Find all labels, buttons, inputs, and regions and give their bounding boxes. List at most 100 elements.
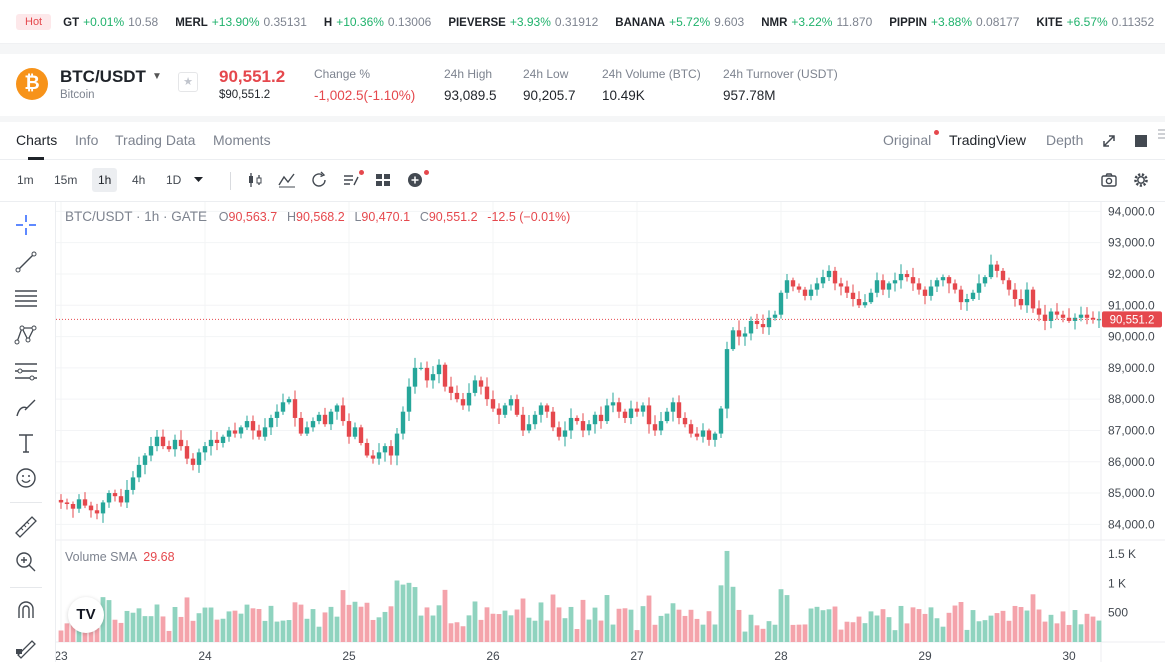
candle-body	[910, 277, 916, 284]
timeframe-4h[interactable]: 4h	[132, 173, 146, 187]
candle-body	[856, 299, 862, 306]
expand-icon[interactable]	[1101, 133, 1117, 149]
crosshair-icon[interactable]	[13, 212, 39, 238]
pattern-icon[interactable]	[13, 322, 39, 348]
hot-badge[interactable]: Hot	[16, 13, 52, 30]
layout-icon[interactable]	[1134, 134, 1148, 148]
ticker-item[interactable]: PIPPIN +3.88% 0.08177	[889, 15, 1019, 29]
indicators-icon[interactable]	[276, 169, 298, 191]
emoji-icon[interactable]	[13, 465, 39, 491]
volume-bar	[238, 613, 244, 642]
grid-layout-icon[interactable]	[372, 169, 394, 191]
candle-body	[718, 408, 724, 434]
replay-icon[interactable]	[308, 169, 330, 191]
ticker-item[interactable]: BANANA +5.72% 9.603	[615, 15, 744, 29]
tab-depth[interactable]: Depth	[1046, 132, 1084, 148]
last-price-badge	[1102, 311, 1162, 328]
ruler-icon[interactable]	[13, 514, 39, 540]
chart-area[interactable]: 84,000.0 85,000.0 86,000.0 87,000.0 88,000.0…	[54, 202, 1165, 663]
lock-drawing-icon[interactable]	[13, 634, 39, 660]
tradingview-logo[interactable]: TV	[68, 597, 104, 633]
volume-bar	[220, 618, 226, 642]
ticker-item[interactable]: MERL +13.90% 0.35131	[175, 15, 307, 29]
ticker-item[interactable]: GT +0.01% 10.58	[63, 15, 158, 29]
brush-icon[interactable]	[13, 394, 39, 420]
volume-bar	[58, 630, 64, 642]
ticker-price: 0.13006	[387, 14, 432, 29]
volume-bar	[94, 628, 100, 642]
volume-bar	[400, 584, 406, 642]
gear-icon[interactable]	[1130, 169, 1152, 191]
tab-info[interactable]: Info	[75, 132, 99, 148]
volume-bar	[334, 616, 340, 642]
candle-body	[748, 320, 754, 334]
menu-icon[interactable]	[1157, 128, 1165, 140]
price-chart[interactable]: 84,000.0 85,000.0 86,000.0 87,000.0 88,000.0…	[54, 202, 1165, 663]
templates-icon[interactable]	[340, 169, 362, 191]
candle-body	[448, 386, 454, 393]
candle-body	[178, 439, 184, 447]
volume-bar	[580, 599, 586, 642]
candle-body	[778, 292, 784, 315]
ticker-item[interactable]: PIEVERSE +3.93% 0.31912	[448, 15, 598, 29]
volume-bar	[556, 607, 562, 642]
ticker-item[interactable]: NMR +3.22% 11.870	[761, 15, 872, 29]
volume-bar	[796, 624, 802, 642]
timeframe-1h[interactable]: 1h	[92, 168, 118, 192]
candle-body	[220, 436, 226, 443]
tab-charts[interactable]: Charts	[16, 132, 58, 148]
ticker-item[interactable]: H +10.36% 0.13006	[324, 15, 431, 29]
fib-retracement-icon[interactable]	[13, 358, 39, 384]
volume-bar	[286, 620, 292, 642]
ticker-item[interactable]: KITE +6.57% 0.11352	[1036, 15, 1154, 29]
timeframe-15m[interactable]: 15m	[54, 173, 78, 187]
volume-bar	[832, 606, 838, 642]
candle-type-icon[interactable]	[244, 169, 266, 191]
volume-bar	[676, 609, 682, 642]
candle-body	[1072, 317, 1078, 321]
candle-body	[526, 424, 532, 431]
timeframe-1m[interactable]: 1m	[17, 173, 34, 187]
volume-bar	[412, 587, 418, 642]
candle-body	[502, 405, 508, 415]
candle-body	[340, 405, 346, 422]
price-tick-label: 88,000.0	[1108, 392, 1155, 406]
volume-legend: Volume SMA 29.68	[65, 550, 175, 564]
candle-body	[376, 452, 382, 459]
timeframe-1d[interactable]: 1D	[166, 173, 182, 187]
volume-bar	[502, 610, 508, 642]
candle-body	[1060, 314, 1066, 318]
tab-trading-data[interactable]: Trading Data	[115, 132, 196, 148]
pair-selector[interactable]: BTC/USDT ▼	[60, 67, 162, 87]
text-icon[interactable]	[13, 430, 39, 456]
chevron-down-icon[interactable]	[193, 176, 204, 184]
volume-bar	[214, 619, 220, 642]
volume-bar	[430, 615, 436, 642]
ticker-change: +5.72%	[669, 14, 711, 29]
tab-tradingview[interactable]: TradingView	[949, 132, 1027, 148]
zoom-in-icon[interactable]	[13, 549, 39, 575]
volume-bar	[766, 621, 772, 642]
volume-bar	[520, 598, 526, 642]
volume-bar	[1060, 611, 1066, 642]
tab-moments[interactable]: Moments	[213, 132, 271, 148]
volume-bar	[868, 611, 874, 642]
volume-bar	[586, 619, 592, 642]
ticker-price: 10.58	[128, 14, 159, 29]
horizontal-lines-icon[interactable]	[13, 285, 39, 311]
volume-bar	[946, 612, 952, 642]
candle-body	[280, 402, 286, 412]
candle-body	[922, 289, 928, 296]
favorite-star-icon[interactable]: ★	[178, 72, 198, 92]
magnet-icon[interactable]	[13, 598, 39, 624]
camera-icon[interactable]	[1098, 169, 1120, 191]
candle-body	[1024, 289, 1030, 306]
candle-body	[892, 280, 898, 284]
volume-bar	[250, 608, 256, 642]
volume-bar	[718, 585, 724, 642]
tab-original[interactable]: Original	[883, 132, 932, 148]
add-icon[interactable]	[404, 169, 426, 191]
volume-bar	[634, 630, 640, 642]
trend-line-icon[interactable]	[13, 249, 39, 275]
volume-bar	[922, 613, 928, 642]
